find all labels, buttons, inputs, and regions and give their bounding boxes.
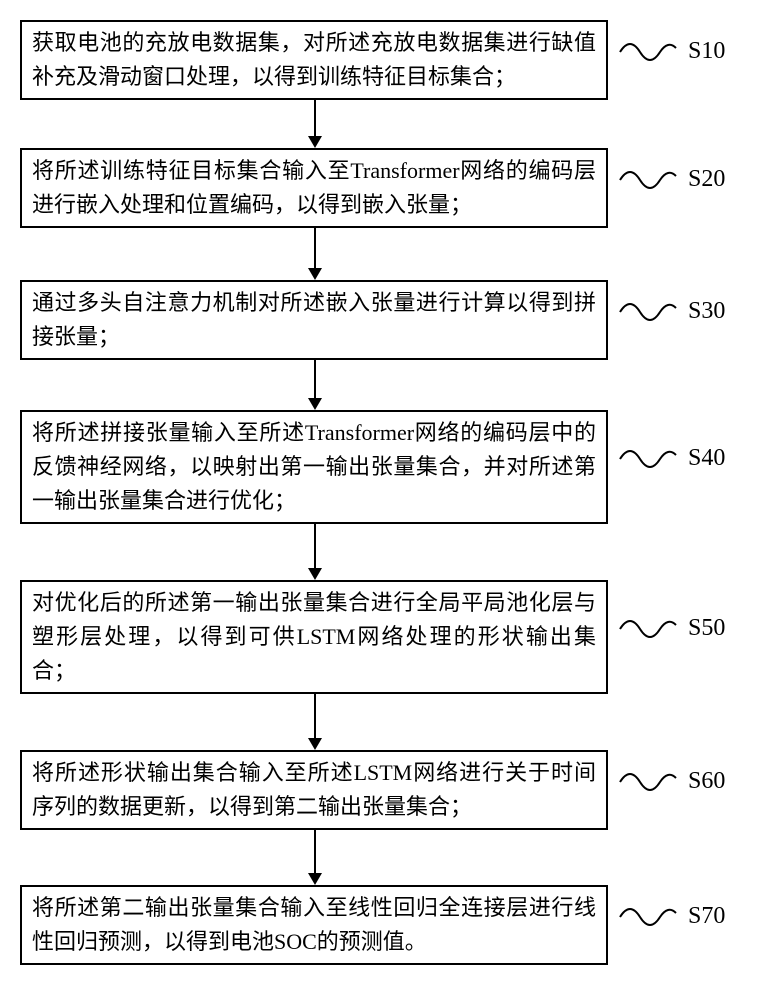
step-text: 将所述形状输出集合输入至所述LSTM网络进行关于时间序列的数据更新，以得到第二输… [32, 756, 596, 824]
arrow-s50-s60 [314, 694, 316, 750]
connector-squiggle [618, 607, 678, 651]
arrow-head-icon [308, 738, 322, 750]
step-label-s70: S70 [688, 903, 725, 930]
step-box-s30: 通过多头自注意力机制对所述嵌入张量进行计算以得到拼接张量； [20, 280, 608, 360]
step-text: 将所述训练特征目标集合输入至Transformer网络的编码层进行嵌入处理和位置… [32, 154, 596, 222]
arrow-head-icon [308, 268, 322, 280]
arrow-s20-s30 [314, 228, 316, 280]
arrow-line [314, 694, 316, 738]
flowchart-canvas: 获取电池的充放电数据集，对所述充放电数据集进行缺值补充及滑动窗口处理，以得到训练… [0, 0, 763, 1000]
step-box-s60: 将所述形状输出集合输入至所述LSTM网络进行关于时间序列的数据更新，以得到第二输… [20, 750, 608, 830]
step-text: 对优化后的所述第一输出张量集合进行全局平局池化层与塑形层处理，以得到可供LSTM… [32, 586, 596, 688]
connector-squiggle [618, 895, 678, 939]
arrow-s60-s70 [314, 830, 316, 885]
arrow-s40-s50 [314, 524, 316, 580]
connector-squiggle [618, 290, 678, 334]
arrow-line [314, 100, 316, 136]
step-label-s30: S30 [688, 298, 725, 325]
step-box-s10: 获取电池的充放电数据集，对所述充放电数据集进行缺值补充及滑动窗口处理，以得到训练… [20, 20, 608, 100]
step-box-s50: 对优化后的所述第一输出张量集合进行全局平局池化层与塑形层处理，以得到可供LSTM… [20, 580, 608, 694]
step-text: 获取电池的充放电数据集，对所述充放电数据集进行缺值补充及滑动窗口处理，以得到训练… [32, 26, 596, 94]
step-label-s20: S20 [688, 166, 725, 193]
step-text: 将所述拼接张量输入至所述Transformer网络的编码层中的反馈神经网络，以映… [32, 416, 596, 518]
step-label-s40: S40 [688, 445, 725, 472]
step-box-s40: 将所述拼接张量输入至所述Transformer网络的编码层中的反馈神经网络，以映… [20, 410, 608, 524]
step-text: 将所述第二输出张量集合输入至线性回归全连接层进行线性回归预测，以得到电池SOC的… [32, 891, 596, 959]
step-label-s50: S50 [688, 615, 725, 642]
step-box-s20: 将所述训练特征目标集合输入至Transformer网络的编码层进行嵌入处理和位置… [20, 148, 608, 228]
step-label-s60: S60 [688, 768, 725, 795]
connector-squiggle [618, 760, 678, 804]
step-text: 通过多头自注意力机制对所述嵌入张量进行计算以得到拼接张量； [32, 286, 596, 354]
arrow-head-icon [308, 136, 322, 148]
step-box-s70: 将所述第二输出张量集合输入至线性回归全连接层进行线性回归预测，以得到电池SOC的… [20, 885, 608, 965]
connector-squiggle [618, 30, 678, 74]
arrow-line [314, 524, 316, 568]
arrow-line [314, 830, 316, 873]
arrow-s30-s40 [314, 360, 316, 410]
arrow-line [314, 360, 316, 398]
arrow-head-icon [308, 398, 322, 410]
step-label-s10: S10 [688, 38, 725, 65]
arrow-s10-s20 [314, 100, 316, 148]
connector-squiggle [618, 437, 678, 481]
connector-squiggle [618, 158, 678, 202]
arrow-line [314, 228, 316, 268]
arrow-head-icon [308, 873, 322, 885]
arrow-head-icon [308, 568, 322, 580]
